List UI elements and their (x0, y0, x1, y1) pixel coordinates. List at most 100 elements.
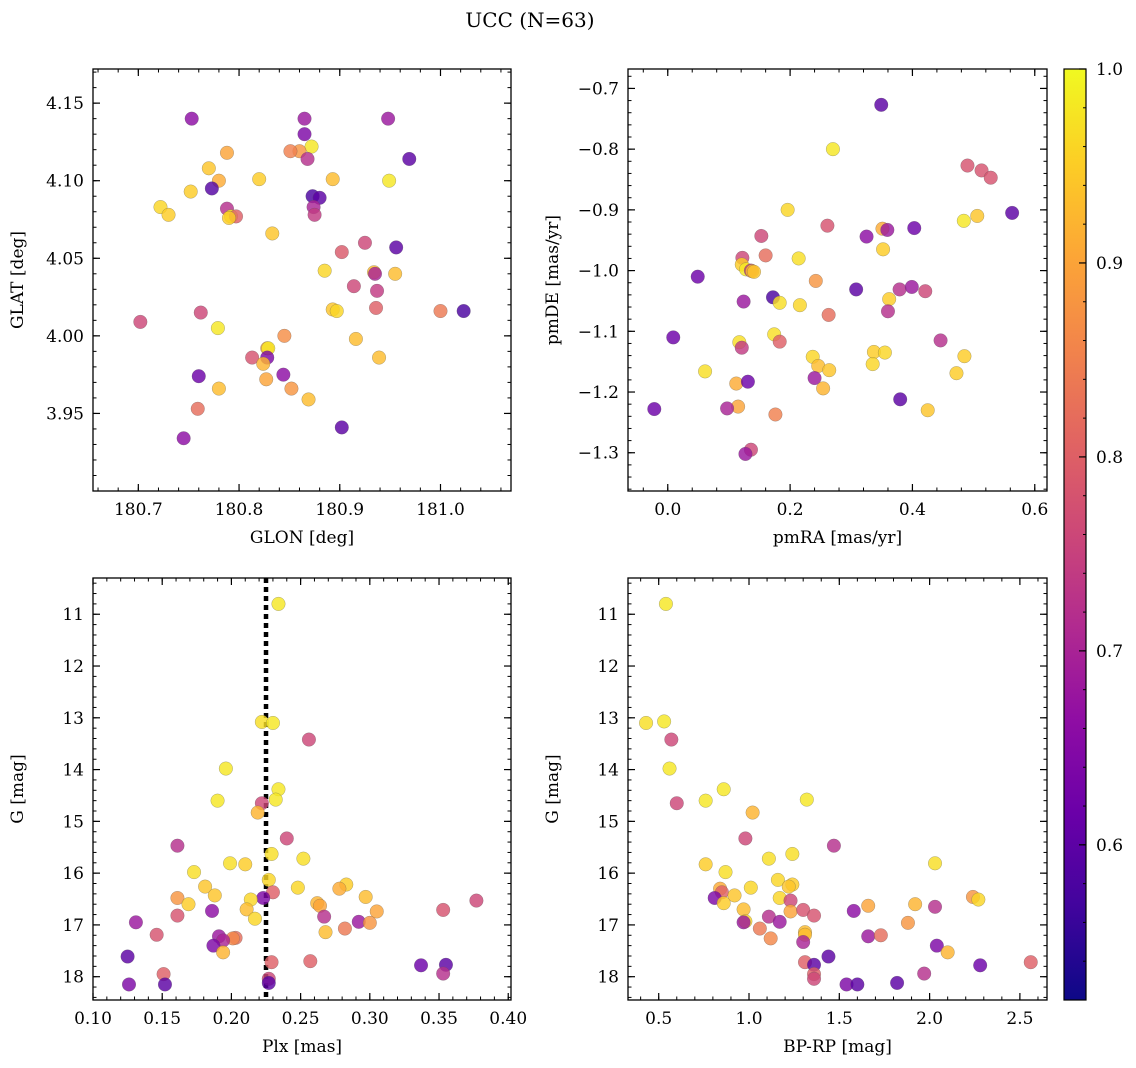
data-point (176, 431, 191, 446)
colorbar-tick-label: 0.9 (1096, 254, 1123, 274)
y-tick-label: 18 (597, 968, 619, 988)
data-point (210, 793, 225, 808)
data-point (369, 300, 384, 315)
y-tick-label: 13 (62, 709, 84, 729)
axes-frame (627, 68, 1048, 492)
data-point (264, 955, 279, 970)
data-point (772, 914, 787, 929)
colorbar-tick-label: 1.0 (1096, 60, 1123, 80)
data-point (698, 793, 713, 808)
data-point (865, 357, 880, 372)
data-point (807, 371, 822, 386)
data-point (337, 921, 352, 936)
y-tick-label: 17 (62, 916, 84, 936)
data-point (669, 796, 684, 811)
data-point (170, 890, 185, 905)
data-point (329, 304, 344, 319)
y-tick-label: 14 (597, 761, 619, 781)
data-point (348, 331, 363, 346)
data-point (128, 915, 143, 930)
data-point (657, 714, 672, 729)
data-point (297, 111, 312, 126)
scatter-points (647, 97, 1020, 461)
tick-marks (628, 578, 1047, 1000)
data-point (729, 376, 744, 391)
data-point (917, 966, 932, 981)
data-point (957, 349, 972, 364)
data-point (133, 314, 148, 329)
data-point (187, 865, 202, 880)
data-point (960, 158, 975, 173)
x-tick-label: 181.0 (416, 500, 465, 520)
data-point (698, 364, 713, 379)
data-point (207, 888, 222, 903)
data-point (821, 949, 836, 964)
data-point (261, 975, 276, 990)
data-point (861, 898, 876, 913)
data-point (738, 831, 753, 846)
data-point (971, 892, 986, 907)
data-point (720, 401, 735, 416)
x-tick-label: 0.5 (645, 1009, 672, 1029)
data-point (334, 420, 349, 435)
data-point (940, 945, 955, 960)
data-point (358, 889, 373, 904)
data-point (859, 229, 874, 244)
data-point (210, 321, 225, 336)
data-point (381, 111, 396, 126)
x-tick-label: 180.7 (114, 500, 163, 520)
data-point (170, 908, 185, 923)
data-point (261, 872, 276, 887)
data-point (770, 872, 785, 887)
data-point (206, 938, 221, 953)
y-tick-label: −0.8 (578, 140, 619, 160)
data-point (436, 902, 451, 917)
data-point (791, 251, 806, 266)
data-point (265, 226, 280, 241)
data-point (239, 902, 254, 917)
data-point (785, 846, 800, 861)
data-point (256, 356, 271, 371)
axes-frame (92, 68, 512, 492)
scatter-points (120, 596, 484, 992)
x-tick-label: 180.8 (215, 500, 264, 520)
data-point (933, 333, 948, 348)
scatter-points (639, 596, 1038, 992)
data-point (325, 172, 340, 187)
y-tick-label: 11 (597, 605, 619, 625)
data-point (929, 938, 944, 953)
data-point (908, 897, 923, 912)
y-tick-label: −1.2 (578, 383, 619, 403)
data-point (807, 908, 822, 923)
colorbar-tick-label: 0.7 (1096, 642, 1123, 662)
data-point (250, 805, 265, 820)
x-tick-label: 1.5 (826, 1009, 853, 1029)
data-point (822, 363, 837, 378)
data-point (318, 925, 333, 940)
data-point (690, 269, 705, 284)
x-tick-label: 0.2 (777, 500, 804, 520)
data-point (796, 935, 811, 950)
data-point (736, 915, 751, 930)
data-point (301, 392, 316, 407)
y-tick-label: 15 (62, 812, 84, 832)
y-tick-label: 4.05 (46, 249, 84, 269)
y-tick-label: −1.3 (578, 444, 619, 464)
y-tick-label: 4.00 (46, 327, 84, 347)
data-point (157, 977, 172, 992)
data-point (525, 433, 539, 447)
data-point (456, 304, 471, 319)
figure-title: UCC (N=63) (465, 8, 594, 32)
scatter-panel-bottom-left: 0.10 0.15 0.20 0.25 0.30 0.35 0.40 11 12 13 14 15 16… (8, 577, 527, 1057)
x-tick-label: 0.30 (351, 1009, 389, 1029)
data-point (193, 305, 208, 320)
scatter-panel-bottom-right: 0.5 1.0 1.5 2.0 2.5 11 12 13 14 15 16 17 18 BP-RP [ma… (543, 577, 1048, 1057)
data-point (816, 381, 831, 396)
data-point (279, 831, 294, 846)
y-tick-label: 16 (62, 864, 84, 884)
data-point (880, 222, 895, 237)
data-point (718, 865, 733, 880)
x-tick-label: 180.9 (315, 500, 364, 520)
data-point (317, 263, 332, 278)
data-point (238, 857, 253, 872)
